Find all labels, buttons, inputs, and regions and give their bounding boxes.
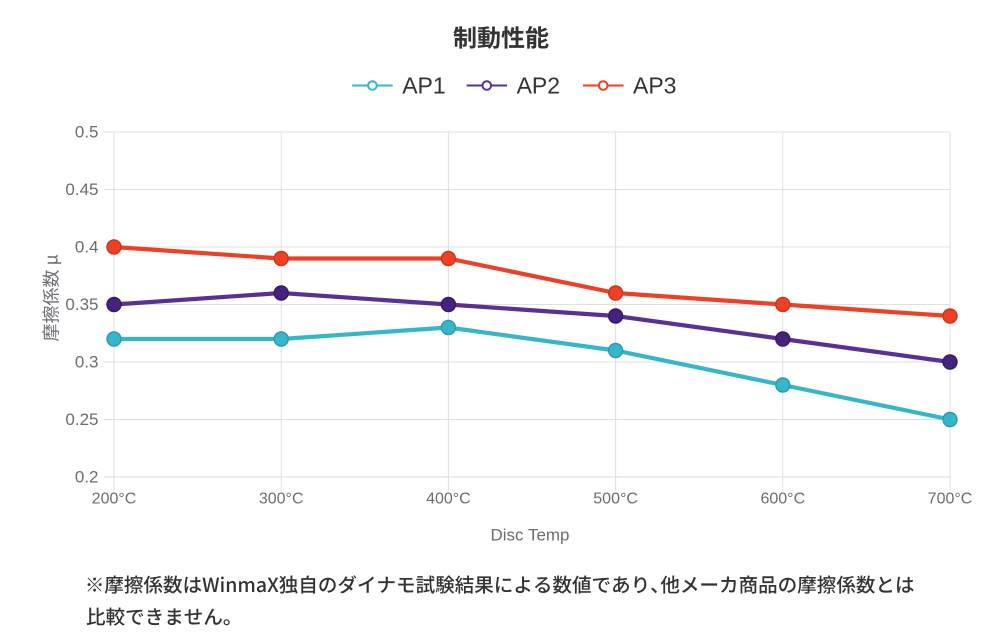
svg-text:AP2: AP2: [517, 73, 560, 99]
svg-text:700°C: 700°C: [928, 491, 973, 508]
svg-text:600°C: 600°C: [760, 491, 805, 508]
svg-text:200°C: 200°C: [92, 491, 137, 508]
svg-text:Disc Temp: Disc Temp: [490, 526, 569, 545]
svg-text:0.4: 0.4: [75, 238, 99, 257]
svg-text:0.3: 0.3: [75, 353, 99, 372]
svg-text:AP3: AP3: [633, 73, 676, 99]
svg-text:0.35: 0.35: [65, 295, 98, 314]
svg-text:400°C: 400°C: [426, 491, 471, 508]
svg-text:300°C: 300°C: [259, 491, 304, 508]
svg-text:0.45: 0.45: [65, 180, 98, 199]
svg-text:AP1: AP1: [402, 73, 445, 99]
svg-text:500°C: 500°C: [593, 491, 638, 508]
svg-text:0.5: 0.5: [75, 123, 99, 142]
svg-text:0.2: 0.2: [75, 468, 99, 487]
svg-text:0.25: 0.25: [65, 410, 98, 429]
